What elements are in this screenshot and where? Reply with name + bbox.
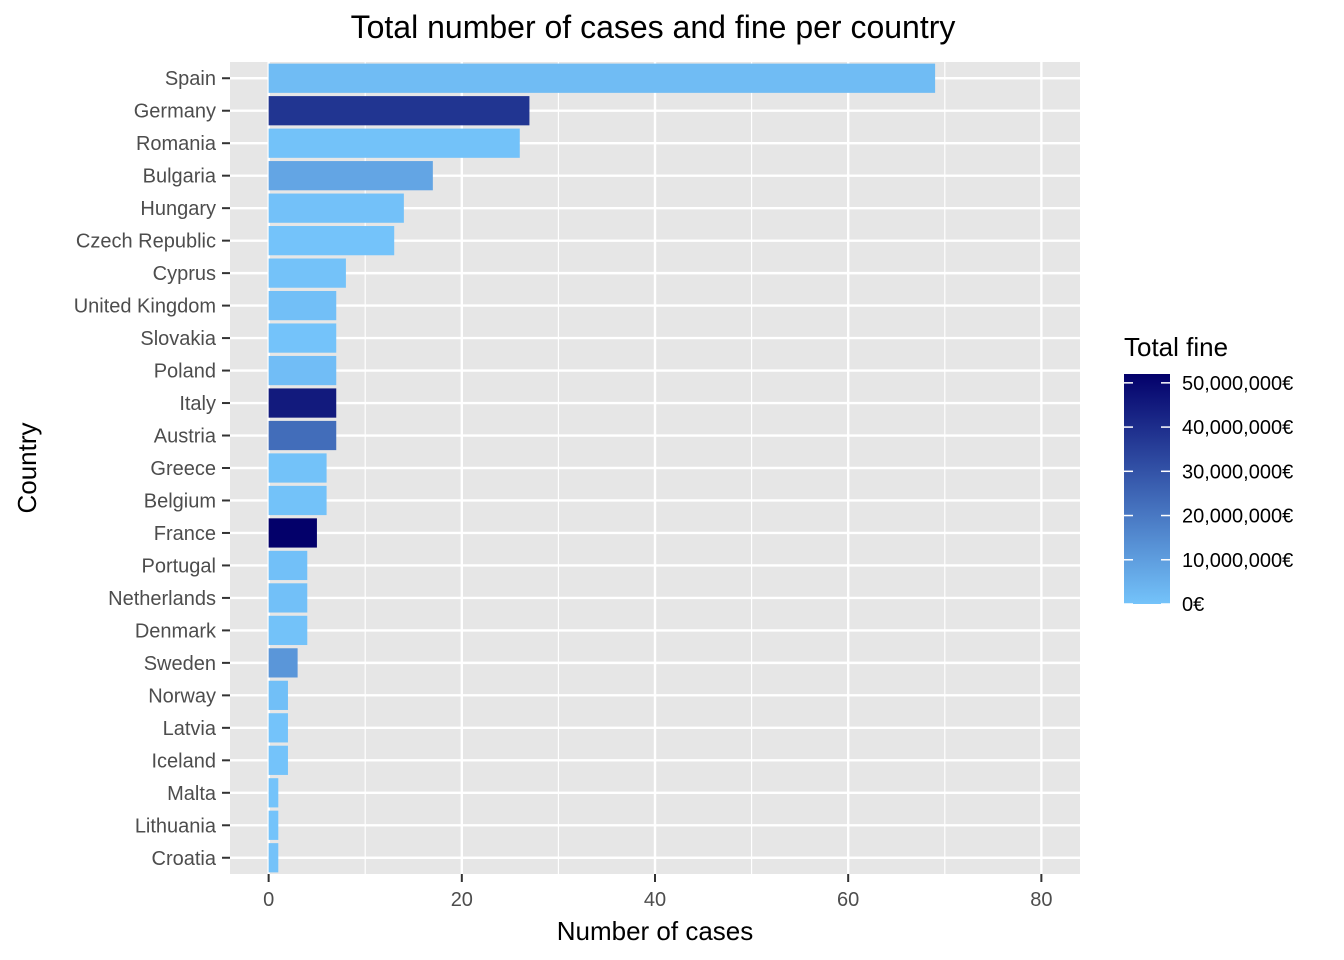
y-tick-label: Malta [167,783,217,805]
y-tick-label: Croatia [152,848,217,870]
y-tick-label: Slovakia [140,328,216,350]
bar-sweden [268,648,298,678]
y-tick-label: Lithuania [135,815,217,837]
y-tick-label: Sweden [144,653,216,675]
y-tick-label: Denmark [135,620,217,642]
y-tick-label: Poland [154,361,216,383]
y-tick-label: Germany [134,101,216,123]
y-tick-label: Portugal [142,555,217,577]
bar-austria [268,420,337,451]
bar-slovakia [268,323,337,353]
bar-iceland [268,745,288,775]
y-tick-label: Czech Republic [76,231,216,253]
bar-spain [268,63,936,93]
y-tick-label: Romania [136,133,217,155]
bar-bulgaria [268,161,433,191]
x-axis: 0 20 40 60 80 [263,874,1052,911]
legend-ticks: 50,000,000€ 40,000,000€ 30,000,000€ 20,000,… [1124,373,1293,616]
bar-italy [268,388,337,418]
legend: Total fine 50,000,000€ 40,000,000€ 30,000,… [1124,332,1293,616]
bar-hungary [268,193,404,223]
bar-denmark [268,615,308,646]
y-tick-label: United Kingdom [74,296,216,318]
bar-norway [268,680,288,710]
x-tick-label: 80 [1030,889,1052,911]
y-tick-label: Italy [179,393,216,415]
y-tick-label: Iceland [152,750,217,772]
bar-greece [268,453,327,483]
y-tick-label: Cyprus [153,263,216,285]
y-tick-label: Norway [148,685,216,707]
x-axis-title: Number of cases [557,916,754,946]
y-tick-label: France [154,523,216,545]
x-tick-label: 40 [644,889,666,911]
bar-romania [268,128,520,158]
bars [268,63,936,873]
legend-title: Total fine [1124,332,1228,362]
bar-croatia [268,843,279,873]
y-axis-title: Country [12,422,42,513]
bar-czech-republic [268,226,395,256]
y-tick-label: Netherlands [108,588,216,610]
y-tick-label: Belgium [144,490,216,512]
legend-label: 20,000,000€ [1182,506,1293,528]
legend-label: 50,000,000€ [1182,373,1293,395]
y-axis: Spain Germany Romania Bulgaria Hungary Czech … [74,68,230,870]
bar-cyprus [268,258,346,288]
legend-colorbar [1124,374,1170,604]
x-tick-label: 0 [263,889,274,911]
bar-germany [268,96,530,126]
legend-label: 30,000,000€ [1182,461,1293,483]
bar-poland [268,355,337,386]
y-tick-label: Spain [165,68,216,90]
x-tick-label: 60 [837,889,859,911]
bar-netherlands [268,583,308,613]
x-tick-label: 20 [451,889,473,911]
bar-portugal [268,550,308,581]
bar-lithuania [268,810,279,840]
legend-label: 40,000,000€ [1182,417,1293,439]
bar-malta [268,778,279,808]
bar-belgium [268,485,327,516]
bar-united-kingdom [268,290,337,321]
y-tick-label: Hungary [140,198,216,220]
legend-label: 0€ [1182,594,1204,616]
y-tick-label: Greece [150,458,216,480]
legend-label: 10,000,000€ [1182,550,1293,572]
bar-latvia [268,713,288,743]
y-tick-label: Latvia [163,718,217,740]
y-tick-label: Bulgaria [143,166,217,188]
chart-title: Total number of cases and fine per count… [351,9,956,45]
bar-france [268,518,317,548]
y-tick-label: Austria [154,426,217,448]
